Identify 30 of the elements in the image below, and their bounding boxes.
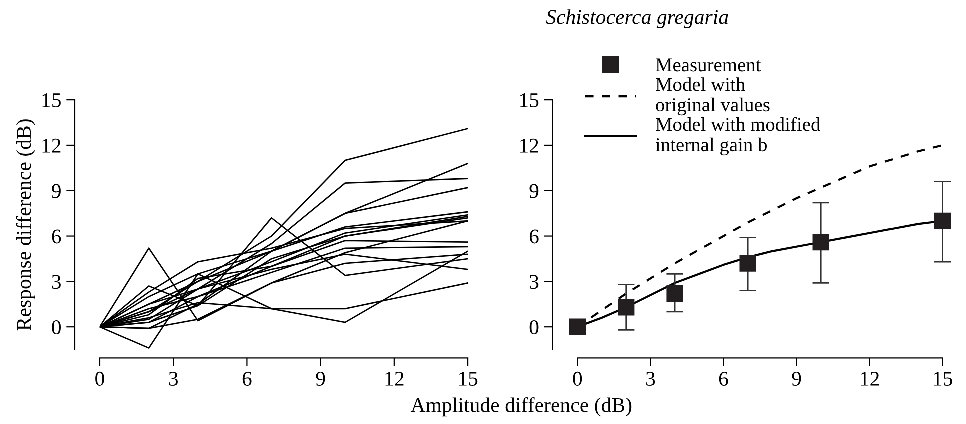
x-tick-label: 0	[96, 372, 104, 386]
y-tick-label: 15	[42, 94, 61, 108]
x-tick-label: 3	[169, 372, 178, 386]
y-tick-label: 0	[52, 320, 61, 335]
x-tick-label: 12	[861, 372, 880, 386]
y-axis-title: Response difference (dB)	[16, 120, 36, 331]
x-tick-label: 6	[719, 372, 728, 386]
x-tick-label: 3	[646, 372, 656, 386]
y-tick-label: 3	[52, 275, 61, 290]
y-tick-label: 12	[42, 138, 61, 153]
x-tick-label: 9	[792, 372, 802, 386]
x-axis-title: Amplitude difference (dB)	[410, 397, 632, 417]
chart-title: Schistocerca gregaria	[546, 10, 728, 29]
y-tick-label: 3	[530, 275, 539, 290]
y-tick-label: 12	[520, 138, 538, 153]
y-tick-label: 9	[52, 184, 61, 198]
y-tick-label: 9	[530, 184, 539, 198]
legend-label: Model with original values	[656, 78, 770, 116]
x-tick-label: 6	[242, 372, 252, 386]
legend-label: Model with modified internal gain b	[656, 117, 820, 156]
x-tick-label: 9	[316, 372, 326, 386]
y-tick-label: 6	[530, 230, 539, 244]
y-tick-label: 15	[520, 94, 539, 108]
x-tick-label: 15	[934, 372, 952, 386]
legend-label: Measurement	[656, 58, 762, 72]
x-tick-label: 12	[386, 372, 404, 386]
x-tick-label: 0	[573, 372, 582, 386]
x-tick-label: 15	[459, 372, 478, 386]
y-tick-label: 6	[52, 230, 62, 244]
y-tick-label: 0	[530, 320, 539, 335]
